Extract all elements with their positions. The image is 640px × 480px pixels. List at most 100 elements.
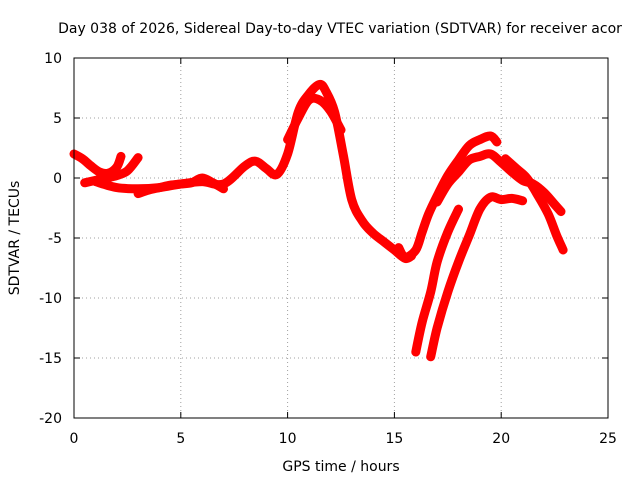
data-point-marker xyxy=(454,258,463,266)
data-point-marker xyxy=(433,258,442,266)
x-tick-label: 5 xyxy=(176,431,185,447)
data-point-marker xyxy=(443,228,452,236)
data-point-marker xyxy=(424,210,433,218)
data-point-marker xyxy=(112,163,121,172)
data-point-marker xyxy=(426,352,435,361)
data-point-marker xyxy=(418,318,427,326)
data-point-marker xyxy=(454,168,463,176)
data-point-marker xyxy=(80,178,89,187)
data-point-marker xyxy=(283,150,292,158)
series-line-arc-8 xyxy=(426,192,528,362)
data-point-marker xyxy=(465,141,474,150)
data-point-marker xyxy=(166,181,175,190)
y-tick-label: 5 xyxy=(53,111,62,127)
data-point-marker xyxy=(465,231,474,240)
chart-title: Day 038 of 2026, Sidereal Day-to-day VTE… xyxy=(58,21,622,37)
data-point-marker xyxy=(251,157,260,166)
y-tick-label: -15 xyxy=(39,351,62,367)
data-point-marker xyxy=(326,106,335,115)
ticks-layer: 0 5 10 15 20 25 -20 -15 -10 -5 0 5 10 xyxy=(39,51,617,447)
data-point-marker xyxy=(347,195,356,204)
x-tick-label: 0 xyxy=(70,431,79,447)
data-point-marker xyxy=(262,164,271,173)
data-point-marker xyxy=(518,196,527,205)
y-axis-label: SDTVAR / TECUs xyxy=(7,181,23,296)
data-point-marker xyxy=(433,198,442,206)
data-point-marker xyxy=(426,288,435,296)
data-point-marker xyxy=(219,184,228,193)
data-point-marker xyxy=(507,194,516,203)
data-point-marker xyxy=(272,170,281,179)
data-point-marker xyxy=(112,183,121,192)
series-line-arc-4 xyxy=(283,93,346,145)
data-point-marker xyxy=(411,246,420,254)
data-point-marker xyxy=(240,162,249,170)
data-point-marker xyxy=(486,193,495,202)
data-point-marker xyxy=(443,288,452,296)
data-point-marker xyxy=(187,178,196,187)
data-point-marker xyxy=(475,205,484,214)
data-point-marker xyxy=(379,237,388,246)
x-tick-label: 15 xyxy=(385,431,403,447)
data-point-marker xyxy=(369,229,378,238)
data-point-marker xyxy=(315,96,324,104)
data-point-marker xyxy=(198,174,207,182)
data-point-marker xyxy=(112,171,121,180)
data-point-marker xyxy=(454,156,463,164)
x-axis-label: GPS time / hours xyxy=(282,459,399,475)
data-point-marker xyxy=(475,152,484,161)
x-tick-label: 25 xyxy=(599,431,617,447)
y-tick-label: -5 xyxy=(48,231,62,247)
series-layer xyxy=(69,79,568,362)
x-tick-label: 20 xyxy=(492,431,510,447)
y-tick-label: -20 xyxy=(39,411,62,427)
data-point-marker xyxy=(501,154,510,163)
data-point-marker xyxy=(411,348,420,356)
data-point-marker xyxy=(557,207,566,216)
data-point-marker xyxy=(283,135,292,144)
data-point-marker xyxy=(208,178,217,187)
data-point-marker xyxy=(91,177,100,186)
data-point-marker xyxy=(116,152,125,161)
data-point-marker xyxy=(176,180,185,188)
data-point-marker xyxy=(418,228,427,236)
data-point-marker xyxy=(87,162,96,170)
data-point-marker xyxy=(337,126,345,134)
data-point-marker xyxy=(304,96,313,104)
data-point-marker xyxy=(95,168,104,176)
data-point-marker xyxy=(512,164,521,173)
data-point-marker xyxy=(155,183,164,192)
data-point-marker xyxy=(134,153,143,162)
y-tick-label: 0 xyxy=(53,171,62,187)
data-point-marker xyxy=(401,253,410,262)
data-point-marker xyxy=(552,231,561,240)
series-line-arc-7 xyxy=(411,204,463,357)
data-point-marker xyxy=(533,190,542,199)
data-point-marker xyxy=(497,195,506,204)
data-point-marker xyxy=(433,324,442,332)
data-point-marker xyxy=(322,87,331,96)
data-point-marker xyxy=(522,174,531,182)
data-point-marker xyxy=(443,180,452,188)
y-tick-label: 10 xyxy=(44,51,62,67)
x-tick-label: 10 xyxy=(279,431,297,447)
data-point-marker xyxy=(486,150,495,158)
data-point-marker xyxy=(465,156,474,164)
data-point-marker xyxy=(78,154,87,163)
data-point-marker xyxy=(134,189,143,198)
data-point-marker xyxy=(550,200,559,209)
data-point-marker xyxy=(294,114,303,122)
data-point-marker xyxy=(475,135,484,144)
data-point-marker xyxy=(315,80,324,89)
data-point-marker xyxy=(544,210,553,218)
data-point-marker xyxy=(454,205,463,214)
data-point-marker xyxy=(123,166,132,175)
data-point-marker xyxy=(394,243,403,252)
data-point-marker xyxy=(339,150,348,158)
data-point-marker xyxy=(486,132,495,140)
data-point-marker xyxy=(144,186,153,194)
data-point-marker xyxy=(358,217,367,226)
data-point-marker xyxy=(559,246,568,254)
